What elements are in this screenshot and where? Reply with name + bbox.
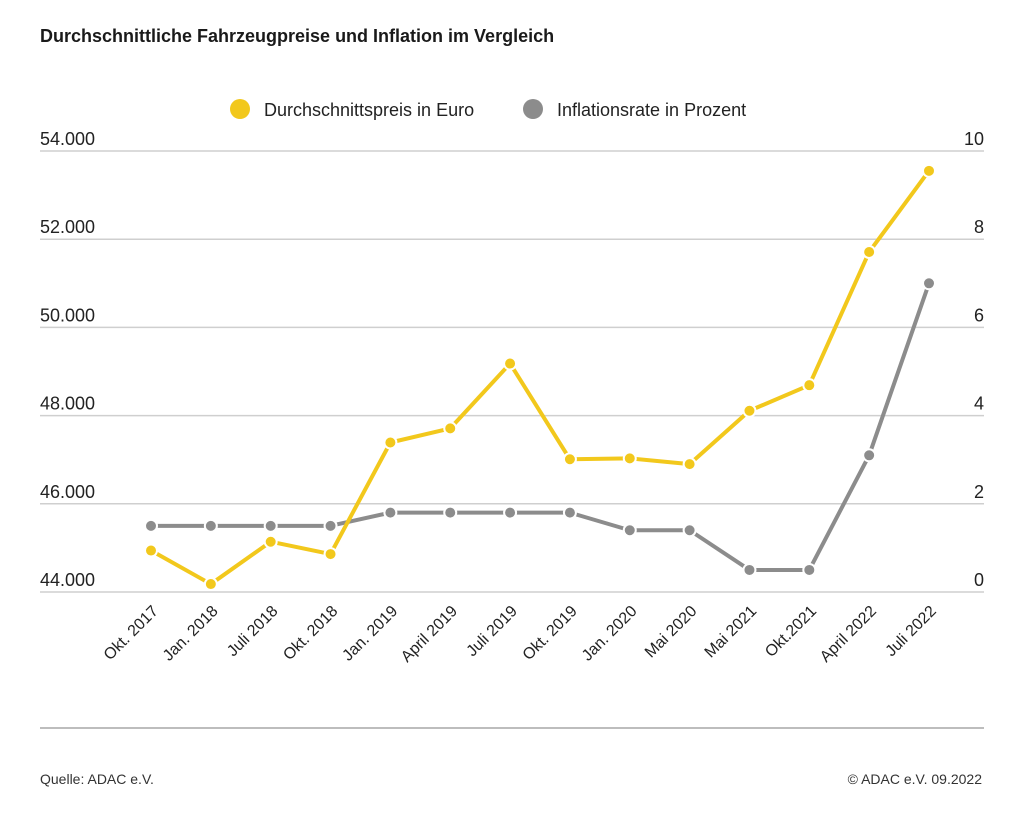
- x-tick-label: Okt. 2019: [520, 603, 581, 664]
- data-point: [622, 523, 637, 538]
- source-note: Quelle: ADAC e.V.: [40, 771, 154, 787]
- data-point: [263, 534, 278, 549]
- right-tick-label: 4: [974, 394, 984, 414]
- right-tick-label: 0: [974, 570, 984, 590]
- left-tick-label: 44.000: [40, 570, 95, 590]
- right-tick-label: 2: [974, 482, 984, 502]
- data-point: [383, 435, 398, 450]
- left-tick-label: 52.000: [40, 217, 95, 237]
- data-point: [922, 163, 936, 178]
- legend-marker: [230, 99, 250, 119]
- data-point: [323, 547, 338, 562]
- data-point: [862, 244, 877, 259]
- data-point: [443, 505, 458, 520]
- data-point: [622, 451, 637, 466]
- x-tick-label: Juli 2018: [224, 603, 281, 660]
- data-point: [144, 543, 158, 558]
- x-tick-label: Mai 2020: [642, 603, 701, 662]
- data-point: [862, 448, 877, 463]
- series-line: [150, 169, 931, 587]
- right-tick-label: 10: [964, 129, 984, 149]
- data-point: [323, 518, 338, 533]
- data-point: [503, 505, 518, 520]
- left-tick-label: 50.000: [40, 305, 95, 325]
- chart-title: Durchschnittliche Fahrzeugpreise und Inf…: [40, 26, 555, 46]
- x-tick-label: Mai 2021: [702, 603, 761, 662]
- data-point: [742, 403, 757, 418]
- data-point: [682, 523, 697, 538]
- x-tick-label: Jan. 2018: [160, 603, 222, 665]
- data-point: [922, 276, 936, 291]
- right-tick-label: 8: [974, 217, 984, 237]
- x-tick-label: Okt.2021: [762, 603, 820, 661]
- copyright-note: © ADAC e.V. 09.2022: [847, 771, 982, 787]
- left-tick-label: 54.000: [40, 129, 95, 149]
- series-line: [151, 282, 931, 572]
- x-tick-label: Jan. 2019: [339, 603, 401, 665]
- legend-marker: [523, 99, 543, 119]
- legend-label: Inflationsrate in Prozent: [557, 100, 746, 120]
- x-tick-label: Jan. 2020: [579, 603, 641, 665]
- data-point: [203, 518, 218, 533]
- data-point: [682, 457, 697, 472]
- x-tick-label: Okt. 2018: [280, 603, 341, 664]
- data-point: [562, 452, 577, 467]
- data-point: [263, 518, 278, 533]
- left-tick-label: 46.000: [40, 482, 95, 502]
- x-tick-label: April 2019: [398, 603, 461, 666]
- x-tick-label: Juli 2022: [883, 603, 940, 660]
- right-tick-label: 6: [974, 305, 984, 325]
- data-point: [562, 505, 577, 520]
- data-point: [144, 518, 158, 533]
- left-tick-label: 48.000: [40, 394, 95, 414]
- x-tick-label: Okt. 2017: [101, 603, 162, 664]
- data-point: [203, 577, 218, 592]
- data-point: [802, 378, 817, 393]
- x-tick-label: April 2022: [817, 603, 880, 666]
- legend-label: Durchschnittspreis in Euro: [264, 100, 474, 120]
- data-point: [742, 562, 757, 577]
- data-point: [443, 421, 458, 436]
- x-tick-label: Juli 2019: [464, 603, 521, 660]
- data-point: [503, 356, 518, 371]
- data-point: [383, 505, 398, 520]
- data-point: [802, 562, 817, 577]
